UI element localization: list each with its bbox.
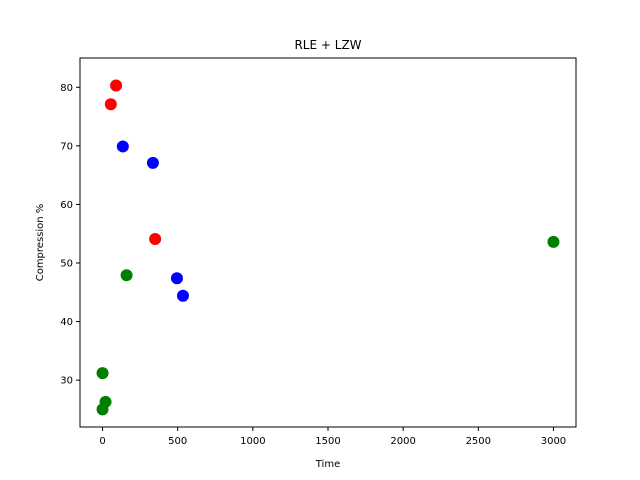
x-axis-ticks: 0 500 1000 1500 2000 2500 3000 xyxy=(99,427,566,447)
scatter-point xyxy=(146,156,159,169)
scatter-point xyxy=(170,272,183,285)
x-tick-label: 1500 xyxy=(315,436,340,447)
x-tick-label: 2500 xyxy=(466,436,491,447)
y-axis-label: Compression % xyxy=(35,204,46,282)
y-tick-label: 80 xyxy=(60,83,73,94)
x-tick-label: 0 xyxy=(99,436,105,447)
scatter-point xyxy=(116,140,129,153)
scatter-point xyxy=(120,269,133,282)
scatter-point xyxy=(96,367,109,380)
y-tick-label: 70 xyxy=(60,141,73,152)
x-tick-label: 500 xyxy=(168,436,187,447)
scatter-point xyxy=(96,403,109,416)
scatter-point xyxy=(110,79,123,92)
scatter-point xyxy=(176,289,189,302)
scatter-point xyxy=(547,235,560,248)
x-axis-label: Time xyxy=(315,459,340,470)
y-tick-label: 60 xyxy=(60,200,73,211)
x-tick-label: 2000 xyxy=(390,436,415,447)
x-tick-label: 1000 xyxy=(240,436,265,447)
y-tick-label: 50 xyxy=(60,259,73,270)
y-tick-label: 40 xyxy=(60,317,73,328)
y-axis-ticks: 30 40 50 60 70 80 xyxy=(60,83,80,387)
scatter-point xyxy=(104,98,117,111)
chart-title: RLE + LZW xyxy=(294,38,361,52)
data-points xyxy=(96,79,560,416)
scatter-point xyxy=(149,232,162,245)
x-tick-label: 3000 xyxy=(541,436,566,447)
y-tick-label: 30 xyxy=(60,376,73,387)
